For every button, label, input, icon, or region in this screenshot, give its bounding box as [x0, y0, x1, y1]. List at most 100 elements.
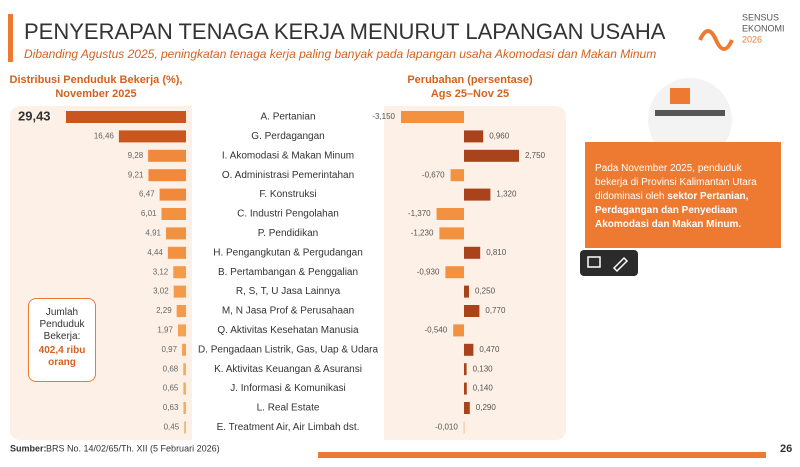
value-label: -3,150 [372, 112, 395, 121]
illustration-board [670, 88, 690, 104]
bar [464, 343, 474, 356]
category-label: B. Pertambangan & Penggalian [218, 267, 358, 278]
bar [173, 285, 186, 298]
logo-mark [698, 29, 734, 51]
comment-icon[interactable] [587, 256, 601, 268]
bar [464, 402, 470, 414]
page-number: 26 [780, 443, 792, 455]
category-label: H. Pengangkutan & Pergudangan [213, 247, 363, 258]
bar [159, 188, 186, 201]
category-label: Q. Aktivitas Kesehatan Manusia [217, 325, 359, 336]
value-label: -1,230 [411, 229, 434, 238]
value-label: -0,930 [417, 267, 440, 276]
bar [167, 246, 186, 259]
category-label: E. Treatment Air, Air Limbah dst. [217, 422, 360, 433]
title: PENYERAPAN TENAGA KERJA MENURUT LAPANGAN… [24, 19, 666, 44]
bar [436, 208, 464, 220]
category-label: G. Perdagangan [251, 131, 324, 142]
value-label: 0,45 [164, 423, 180, 432]
left-title: Distribusi Penduduk Bekerja (%), [10, 74, 183, 86]
category-label: A. Pertanian [260, 112, 315, 123]
bar [177, 324, 186, 337]
category-label: C. Industri Pengolahan [237, 209, 339, 220]
bar [118, 130, 186, 143]
value-label: 0,470 [479, 345, 500, 354]
bar [165, 227, 186, 240]
total-box: Jumlah Penduduk Bekerja: 402,4 ribu oran… [28, 298, 96, 382]
bar [182, 343, 186, 356]
bar [173, 266, 186, 279]
value-label: 4,44 [147, 248, 163, 257]
total-label: Bekerja: [43, 331, 81, 342]
bar [439, 227, 464, 240]
label-column [192, 106, 384, 440]
value-label: 0,810 [486, 248, 507, 257]
right-title: Ags 25–Nov 25 [431, 88, 509, 100]
value-label: 6,47 [139, 190, 155, 199]
bar [183, 382, 186, 395]
category-label: M, N Jasa Prof & Perusahaan [222, 306, 354, 317]
info-box: Pada November 2025, penduduk bekerja di … [585, 142, 781, 248]
value-label: 16,46 [94, 132, 115, 141]
logo: SENSUS EKONOMI 2026 [698, 12, 785, 51]
logo-text: 2026 [742, 34, 762, 44]
logo-text: SENSUS [742, 12, 779, 22]
edit-icon[interactable] [612, 256, 629, 273]
value-label: 0,140 [473, 384, 494, 393]
value-label: 1,97 [157, 326, 173, 335]
value-label: -0,670 [422, 170, 445, 179]
value-label: -0,540 [425, 326, 448, 335]
value-label: -1,370 [408, 209, 431, 218]
total-label: Jumlah [45, 307, 79, 318]
bar [464, 246, 481, 259]
info-bold: sektor Pertanian, Perdagangan dan Penyed… [595, 191, 749, 230]
bar [183, 402, 186, 414]
bar [148, 149, 186, 162]
info-text: Pada November 2025, penduduk bekerja di … [595, 163, 757, 202]
category-label: L. Real Estate [257, 403, 320, 414]
right-title: Perubahan (persentase) [407, 74, 533, 86]
source: BRS No. 14/02/65/Th. XII (5 Februari 202… [46, 443, 220, 453]
category-label: I. Akomodasi & Makan Minum [222, 150, 354, 161]
bar [463, 421, 465, 434]
left-title: November 2025 [55, 88, 136, 100]
bar [464, 130, 484, 143]
logo-text: EKONOMI [742, 23, 785, 33]
accent-bar [8, 14, 13, 62]
source-label: Sumber: [10, 443, 47, 453]
value-label: 29,43 [18, 108, 51, 123]
value-label: 4,91 [145, 229, 161, 238]
bar [464, 382, 467, 395]
illustration [648, 78, 732, 162]
value-label: 0,770 [485, 306, 506, 315]
value-label: 0,68 [163, 364, 179, 373]
value-label: 0,63 [163, 403, 179, 412]
value-label: 9,28 [128, 151, 144, 160]
category-label: F. Konstruksi [259, 189, 316, 200]
bar [401, 111, 464, 123]
value-label: 2,29 [156, 306, 172, 315]
bar [148, 169, 186, 182]
bar [464, 149, 519, 162]
value-label: 0,130 [473, 364, 494, 373]
subtitle: Dibanding Agustus 2025, peningkatan tena… [24, 47, 656, 61]
bar [445, 266, 464, 279]
bar [464, 285, 469, 298]
category-label: R, S, T, U Jasa Lainnya [236, 286, 341, 297]
value-label: 9,21 [128, 170, 144, 179]
value-label: 1,320 [496, 190, 517, 199]
value-label: 6,01 [141, 209, 157, 218]
bar [161, 208, 186, 220]
category-label: O. Administrasi Pemerintahan [222, 170, 354, 181]
footer-bar [318, 452, 766, 458]
bar [453, 324, 464, 337]
bar [450, 169, 464, 182]
bar [66, 111, 186, 123]
bar [183, 363, 186, 376]
value-label: 3,02 [153, 287, 169, 296]
bar [176, 305, 186, 317]
value-label: -0,010 [435, 423, 458, 432]
total-value: 402,4 ribu [38, 345, 86, 356]
